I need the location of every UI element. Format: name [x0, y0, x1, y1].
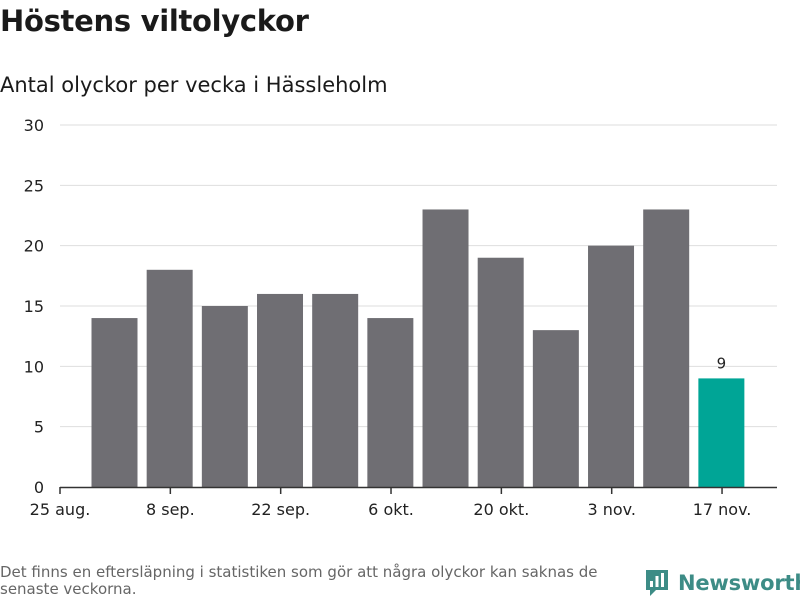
footnote: Det finns en eftersläpning i statistiken… [0, 563, 598, 598]
y-tick-label: 30 [24, 116, 44, 135]
brand-name: Newsworthy [678, 571, 800, 595]
y-tick-label: 0 [34, 478, 44, 497]
x-tick-label: 3 nov. [587, 500, 636, 519]
bar [367, 318, 414, 487]
chart-title: Höstens viltolyckor [0, 4, 309, 38]
bar-value-label: 9 [717, 354, 727, 372]
x-tick-label: 17 nov. [693, 500, 752, 519]
x-tick-label: 20 okt. [473, 500, 529, 519]
y-tick-label: 15 [24, 297, 44, 316]
bar [201, 306, 248, 487]
bar [422, 209, 469, 487]
bar [91, 318, 138, 487]
bar-chart-speech-bubble-icon [646, 570, 668, 596]
x-tick-label: 22 sep. [251, 500, 310, 519]
y-tick-label: 25 [24, 176, 44, 195]
y-tick-label: 5 [34, 418, 44, 437]
axes: 0 5 10 15 20 25 30 25 aug. 8 sep. 22 sep. 6 okt. 20… [24, 116, 777, 519]
bar [477, 257, 524, 487]
bars [91, 209, 745, 487]
bar [588, 245, 635, 487]
data-labels: 9 [717, 354, 727, 372]
y-tick-label: 10 [24, 357, 44, 376]
bar [698, 378, 745, 487]
y-tick-label: 20 [24, 237, 44, 256]
bar [146, 269, 193, 487]
x-tick-label: 8 sep. [146, 500, 195, 519]
bar-chart: 0 5 10 15 20 25 30 25 aug. 8 sep. 22 sep. 6 okt. 20… [24, 116, 777, 519]
x-tick-label: 25 aug. [30, 500, 91, 519]
bar [257, 293, 304, 487]
bar [312, 293, 359, 487]
bar [532, 330, 579, 487]
chart-subtitle: Antal olyckor per vecka i Hässleholm [0, 73, 388, 97]
bar [643, 209, 690, 487]
brand-logo[interactable]: Newsworthy [644, 568, 800, 598]
x-tick-label: 6 okt. [368, 500, 414, 519]
